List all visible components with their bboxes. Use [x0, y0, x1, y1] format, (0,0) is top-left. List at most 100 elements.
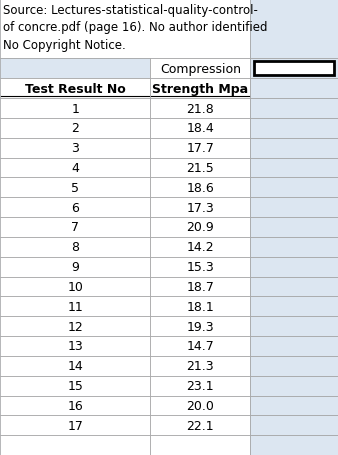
Text: 18.1: 18.1 — [186, 300, 214, 313]
Bar — [0, 317, 150, 336]
Bar — [0, 99, 150, 119]
Bar — [250, 99, 338, 119]
Bar — [150, 59, 250, 79]
Text: 22.1: 22.1 — [187, 419, 214, 432]
Text: 14.2: 14.2 — [187, 241, 214, 254]
Text: 17: 17 — [67, 419, 83, 432]
Bar — [250, 138, 338, 158]
Text: 10: 10 — [67, 280, 83, 293]
Bar — [0, 238, 150, 257]
Bar — [0, 198, 150, 217]
Bar — [250, 198, 338, 217]
Bar — [0, 277, 150, 297]
Bar — [254, 62, 334, 76]
Text: 7: 7 — [71, 221, 79, 234]
Bar — [250, 336, 338, 356]
Bar — [0, 178, 150, 198]
Bar — [250, 297, 338, 317]
Text: 17.3: 17.3 — [186, 201, 214, 214]
Bar — [0, 158, 150, 178]
Text: Test Result No: Test Result No — [25, 82, 126, 96]
Text: 21.5: 21.5 — [186, 162, 214, 175]
Bar — [150, 217, 250, 238]
Text: 20.9: 20.9 — [186, 221, 214, 234]
Text: 15: 15 — [67, 379, 83, 392]
Bar — [150, 336, 250, 356]
Bar — [150, 277, 250, 297]
Bar — [250, 79, 338, 99]
Bar — [150, 376, 250, 396]
Bar — [150, 119, 250, 138]
Text: 14: 14 — [67, 359, 83, 373]
Bar — [250, 317, 338, 336]
Bar — [0, 0, 250, 59]
Text: 20.0: 20.0 — [186, 399, 214, 412]
Bar — [0, 257, 150, 277]
Bar — [250, 158, 338, 178]
Bar — [0, 415, 150, 435]
Text: 3: 3 — [71, 142, 79, 155]
Bar — [250, 0, 338, 59]
Bar — [0, 376, 150, 396]
Bar — [0, 396, 150, 415]
Bar — [150, 79, 250, 99]
Bar — [250, 277, 338, 297]
Text: 8: 8 — [71, 241, 79, 254]
Bar — [250, 119, 338, 138]
Text: 5: 5 — [71, 182, 79, 194]
Bar — [150, 238, 250, 257]
Bar — [150, 99, 250, 119]
Bar — [150, 138, 250, 158]
Text: 23.1: 23.1 — [187, 379, 214, 392]
Text: 18.6: 18.6 — [186, 182, 214, 194]
Bar — [150, 257, 250, 277]
Bar — [0, 356, 150, 376]
Text: 12: 12 — [67, 320, 83, 333]
Bar — [0, 217, 150, 238]
Bar — [150, 435, 250, 455]
Bar — [0, 79, 150, 99]
Bar — [250, 217, 338, 238]
Bar — [150, 178, 250, 198]
Text: 13: 13 — [67, 340, 83, 353]
Bar — [0, 59, 150, 79]
Text: 17.7: 17.7 — [186, 142, 214, 155]
Bar — [0, 119, 150, 138]
Bar — [150, 415, 250, 435]
Bar — [250, 238, 338, 257]
Text: Source: Lectures-statistical-quality-control-
of concre.pdf (page 16). No author: Source: Lectures-statistical-quality-con… — [3, 4, 267, 52]
Text: 11: 11 — [67, 300, 83, 313]
Text: 6: 6 — [71, 201, 79, 214]
Bar — [150, 356, 250, 376]
Text: 21.3: 21.3 — [187, 359, 214, 373]
Bar — [250, 435, 338, 455]
Bar — [250, 257, 338, 277]
Bar — [250, 396, 338, 415]
Bar — [0, 336, 150, 356]
Text: 18.7: 18.7 — [186, 280, 214, 293]
Text: 9: 9 — [71, 261, 79, 273]
Bar — [150, 396, 250, 415]
Text: 15.3: 15.3 — [186, 261, 214, 273]
Bar — [150, 297, 250, 317]
Bar — [150, 317, 250, 336]
Text: Strength Mpa: Strength Mpa — [152, 82, 248, 96]
Text: 14.7: 14.7 — [186, 340, 214, 353]
Bar — [250, 376, 338, 396]
Text: 16: 16 — [67, 399, 83, 412]
Bar — [250, 59, 338, 79]
Bar — [250, 356, 338, 376]
Text: Compression: Compression — [160, 63, 241, 76]
Bar — [0, 435, 150, 455]
Bar — [150, 158, 250, 178]
Text: 2: 2 — [71, 122, 79, 135]
Text: 21.8: 21.8 — [186, 102, 214, 115]
Text: 1: 1 — [71, 102, 79, 115]
Bar — [250, 415, 338, 435]
Bar — [150, 198, 250, 217]
Bar — [0, 297, 150, 317]
Bar — [0, 138, 150, 158]
Text: 4: 4 — [71, 162, 79, 175]
Bar — [250, 178, 338, 198]
Text: 18.4: 18.4 — [186, 122, 214, 135]
